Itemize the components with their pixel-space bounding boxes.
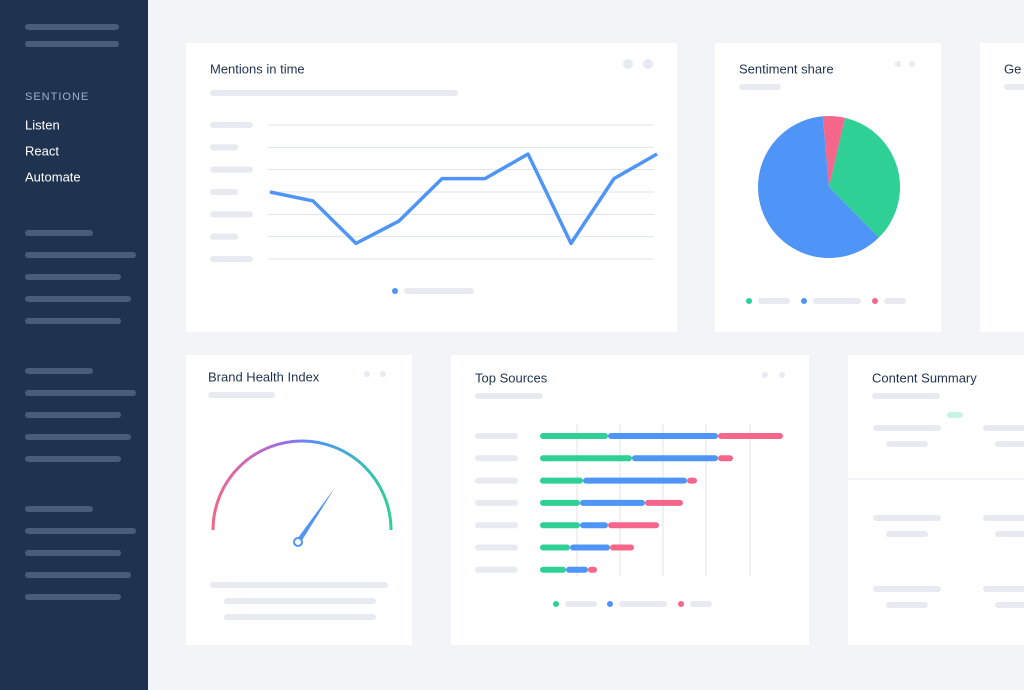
bar-segment [583,477,687,484]
legend-dot [872,298,878,304]
card-title: Mentions in time [210,61,305,76]
pie-slice [829,117,900,238]
menu-dot[interactable] [895,61,901,67]
menu-dot[interactable] [762,372,768,378]
legend-dot [392,288,398,294]
badge [947,412,963,418]
nav-item[interactable]: Listen [25,117,60,132]
bar-segment [645,499,683,506]
gauge-arc [211,439,393,531]
bar-segment [566,566,588,573]
card [186,355,412,645]
legend-dot [801,298,807,304]
card [848,355,1024,645]
bar-segment [540,544,570,551]
legend-dot [678,601,684,607]
card-title: Content Summary [872,370,977,385]
bar-segment [540,477,583,484]
card [980,43,1024,332]
bar-segment [608,433,718,439]
bar-segment [687,477,697,484]
card-title: Top Sources [475,370,548,385]
bar-segment [718,455,733,462]
bar-segment [610,544,634,551]
menu-dot[interactable] [623,59,633,69]
bar-segment [540,499,580,506]
menu-dot [380,371,386,377]
menu-dot[interactable] [643,59,653,69]
legend-dot [746,298,752,304]
menu-dot[interactable] [364,371,370,377]
sidebar [0,0,148,690]
bar-segment [540,455,632,462]
bar-segment [588,566,597,573]
nav-item[interactable]: Automate [25,169,81,184]
bar-segment [718,433,783,439]
bar-segment [540,566,566,573]
menu-dot [779,372,785,378]
bar-segment [570,544,610,551]
bar-segment [540,522,580,529]
nav-item[interactable]: React [25,143,59,158]
line-series [269,152,658,246]
gauge-needle [295,487,336,544]
pie-slice [822,116,845,187]
pie-slice [757,116,879,259]
gauge-hub [293,537,303,547]
brand: SENTIONE [25,91,89,103]
bar-segment [580,522,608,529]
legend-dot [553,601,559,607]
card-title: Brand Health Index [208,369,320,384]
card-title: Ge [1004,61,1021,76]
bar-segment [632,455,718,462]
bar-segment [580,499,645,506]
card-title: Sentiment share [739,61,834,76]
bar-segment [608,522,659,529]
legend-dot [607,601,613,607]
menu-dot [909,61,915,67]
bar-segment [540,433,608,439]
